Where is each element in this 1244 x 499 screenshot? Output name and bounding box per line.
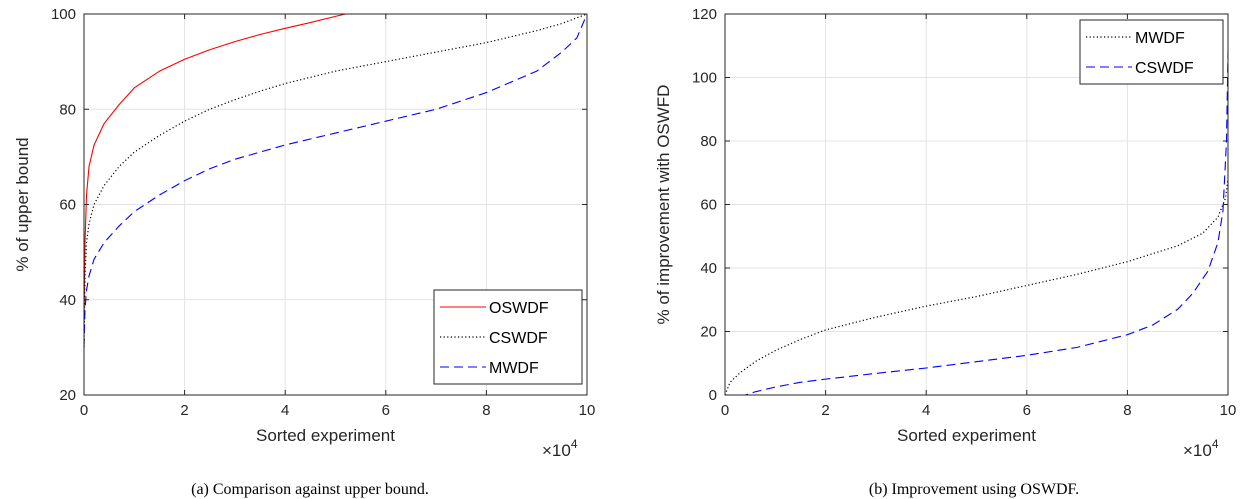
ticks-a: 0 2 4 6 8 10 20 40 60 80 100 — [51, 6, 595, 419]
x-tick-label: 4 — [281, 402, 289, 419]
y-tick-label: 60 — [700, 197, 717, 214]
y-tick-label: 100 — [51, 6, 76, 23]
panel-a: 0 2 4 6 8 10 20 40 60 80 100 Sorted experiment % o… — [13, 6, 595, 498]
y-tick-label: 80 — [700, 133, 717, 150]
series-lines-a — [83, 13, 588, 348]
y-tick-label: 40 — [700, 260, 717, 277]
series-line-mwdf — [83, 13, 588, 348]
series-line-mwdf — [724, 179, 1229, 396]
series-line-cswdf — [83, 13, 588, 348]
x-tick-label: 8 — [1123, 402, 1131, 419]
y-axis-label-b: % of improvement with OSWFD — [654, 85, 673, 325]
legend-label-mwdf: MWDF — [489, 360, 539, 377]
x-tick-label: 6 — [1023, 402, 1031, 419]
legend-box — [1079, 19, 1224, 85]
x-tick-label: 10 — [1220, 402, 1237, 419]
y-tick-label: 80 — [59, 101, 76, 118]
y-tick-label: 20 — [59, 387, 76, 404]
x-multiplier-b: ×104 — [1183, 437, 1219, 460]
y-tick-label: 120 — [692, 6, 717, 23]
x-axis-label-a: Sorted experiment — [256, 426, 395, 445]
y-tick-label: 60 — [59, 197, 76, 214]
legend-label-mwdf: MWDF — [1135, 30, 1185, 47]
x-multiplier-label: ×104 — [542, 437, 578, 460]
x-tick-label: 8 — [482, 402, 490, 419]
legend-label-oswdf: OSWDF — [489, 300, 549, 317]
series-lines-b — [724, 52, 1229, 396]
series-line-cswdf — [725, 52, 1229, 396]
x-tick-label: 4 — [922, 402, 930, 419]
legend-label-cswdf: CSWDF — [489, 330, 548, 347]
y-tick-label: 0 — [709, 387, 717, 404]
series-line-oswdf — [83, 13, 587, 324]
x-multiplier-label: ×104 — [1183, 437, 1219, 460]
x-tick-label: 2 — [821, 402, 829, 419]
y-tick-label: 40 — [59, 292, 76, 309]
y-tick-label: 100 — [692, 70, 717, 87]
y-tick-label: 20 — [700, 324, 717, 341]
x-tick-label: 6 — [382, 402, 390, 419]
x-tick-label: 2 — [180, 402, 188, 419]
x-axis-label-b: Sorted experiment — [897, 426, 1036, 445]
y-axis-label-a: % of upper bound — [13, 137, 32, 271]
caption-a: (a) Comparison against upper bound. — [191, 481, 429, 498]
x-tick-label: 10 — [579, 402, 596, 419]
caption-b: (b) Improvement using OSWDF. — [869, 481, 1079, 498]
x-multiplier-a: ×104 — [542, 437, 578, 460]
legend-label-cswdf: CSWDF — [1135, 60, 1194, 77]
legend-a: OSWDF CSWDF MWDF — [433, 289, 583, 385]
x-tick-label: 0 — [721, 402, 729, 419]
legend-b: MWDF CSWDF — [1079, 19, 1224, 85]
x-tick-label: 0 — [80, 402, 88, 419]
